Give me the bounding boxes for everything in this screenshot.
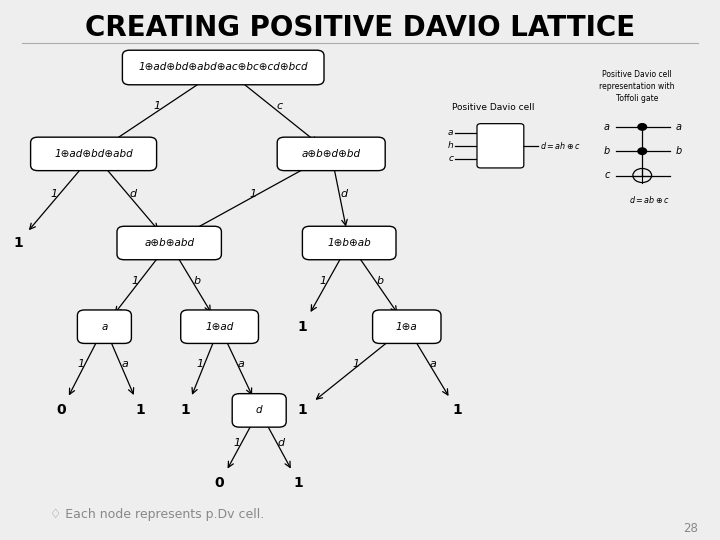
Text: 1: 1	[352, 359, 359, 369]
Text: ♢ Each node represents p.Dv cell.: ♢ Each node represents p.Dv cell.	[50, 508, 265, 521]
Text: a: a	[121, 359, 128, 369]
Text: 1: 1	[234, 438, 241, 448]
FancyBboxPatch shape	[277, 137, 385, 171]
Text: d: d	[256, 406, 263, 415]
Text: a: a	[102, 322, 107, 332]
Text: Positive Davio cell
representation with
Toffoli gate: Positive Davio cell representation with …	[600, 70, 675, 103]
Text: b: b	[603, 146, 610, 156]
Text: a⊕b⊕d⊕bd: a⊕b⊕d⊕bd	[302, 149, 361, 159]
Text: a: a	[448, 129, 454, 137]
Text: a⊕b⊕abd: a⊕b⊕abd	[144, 238, 194, 248]
Text: 0: 0	[56, 403, 66, 417]
Circle shape	[638, 124, 647, 130]
Text: 1: 1	[250, 189, 256, 199]
Text: a: a	[238, 359, 245, 369]
Text: 1⊕ad: 1⊕ad	[205, 322, 234, 332]
Text: Positive Davio cell: Positive Davio cell	[452, 104, 534, 112]
Text: a: a	[675, 122, 681, 132]
Text: 1: 1	[181, 403, 191, 417]
Text: c: c	[276, 102, 283, 111]
FancyBboxPatch shape	[477, 124, 524, 168]
Text: $d = ah\oplus c$: $d = ah\oplus c$	[540, 140, 581, 151]
Text: 1: 1	[78, 359, 85, 369]
Text: d: d	[341, 189, 348, 199]
Text: 1: 1	[13, 236, 23, 250]
Text: 1: 1	[153, 102, 161, 111]
Text: d: d	[277, 438, 284, 448]
Text: 1⊕b⊕ab: 1⊕b⊕ab	[328, 238, 371, 248]
Text: 1: 1	[51, 189, 58, 199]
FancyBboxPatch shape	[30, 137, 157, 171]
Text: CREATING POSITIVE DAVIO LATTICE: CREATING POSITIVE DAVIO LATTICE	[85, 14, 635, 42]
Text: 1: 1	[135, 403, 145, 417]
FancyBboxPatch shape	[122, 50, 324, 85]
Text: b: b	[675, 146, 682, 156]
Text: a: a	[604, 122, 610, 132]
Text: h: h	[448, 141, 454, 150]
Text: c: c	[449, 154, 454, 163]
Text: 1: 1	[320, 275, 326, 286]
Text: 1⊕a: 1⊕a	[396, 322, 418, 332]
Text: d: d	[130, 189, 136, 199]
FancyBboxPatch shape	[373, 310, 441, 343]
Text: 28: 28	[683, 522, 698, 535]
Text: 1: 1	[297, 320, 307, 334]
Text: 1⊕ad⊕bd⊕abd: 1⊕ad⊕bd⊕abd	[54, 149, 133, 159]
FancyBboxPatch shape	[78, 310, 132, 343]
Text: 1: 1	[131, 275, 138, 286]
Text: 1: 1	[297, 403, 307, 417]
Text: 1⊕ad⊕bd⊕abd⊕ac⊕bc⊕cd⊕bcd: 1⊕ad⊕bd⊕abd⊕ac⊕bc⊕cd⊕bcd	[138, 63, 308, 72]
Text: b: b	[194, 275, 201, 286]
Text: 1: 1	[294, 476, 304, 490]
FancyBboxPatch shape	[302, 226, 396, 260]
FancyBboxPatch shape	[117, 226, 222, 260]
Text: c: c	[605, 171, 610, 180]
Text: 1: 1	[197, 359, 204, 369]
FancyBboxPatch shape	[232, 394, 287, 427]
Text: $d = ab\oplus c$: $d = ab\oplus c$	[629, 194, 670, 205]
Text: 1: 1	[452, 403, 462, 417]
Text: 0: 0	[215, 476, 225, 490]
FancyBboxPatch shape	[181, 310, 258, 343]
Circle shape	[638, 148, 647, 154]
Text: b: b	[377, 275, 384, 286]
Text: a: a	[430, 359, 437, 369]
